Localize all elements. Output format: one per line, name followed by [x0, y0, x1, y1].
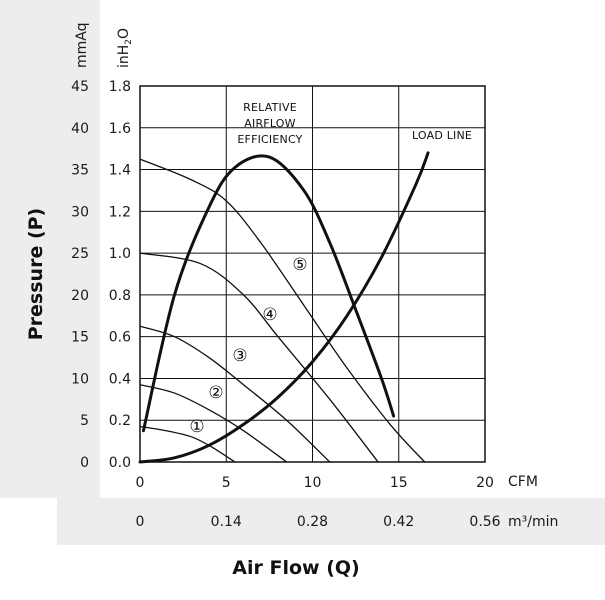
x-tick-m3-1: 0.14	[211, 514, 242, 530]
curve-label-4: ④	[262, 305, 277, 325]
unit-inh2o: inH2O	[116, 28, 134, 68]
y-axis-panel	[0, 0, 100, 498]
x-tick-m3-0: 0	[136, 514, 145, 530]
load-line-curve	[138, 151, 430, 464]
x-tick-cfm-3: 15	[390, 475, 408, 491]
y-tick-inh2o-5: 1.0	[109, 246, 131, 262]
y-tick-mmaq-1: 5	[80, 413, 89, 429]
tick-labels: 0.0 0.2 0.4 0.6 0.8 1.0 1.2 1.4 1.6 1.8 0 5 10 15 20 25…	[71, 79, 501, 530]
curve-label-3: ③	[232, 346, 247, 366]
y-tick-mmaq-8: 40	[71, 121, 89, 137]
x-tick-m3-2: 0.28	[297, 514, 328, 530]
x-tick-cfm-2: 10	[304, 475, 322, 491]
curve-label-2: ②	[208, 383, 223, 403]
y-tick-inh2o-2: 0.4	[109, 371, 131, 387]
unit-mmaq: mmAq	[74, 23, 90, 69]
curve-label-1: ①	[189, 417, 204, 437]
x-tick-cfm-0: 0	[136, 475, 145, 491]
x-tick-m3-4: 0.56	[469, 514, 500, 530]
x-axis-title: Air Flow (Q)	[232, 557, 359, 579]
unit-m3min: m³/min	[508, 514, 558, 530]
grid	[140, 86, 485, 462]
y-tick-inh2o-1: 0.2	[109, 413, 131, 429]
y-tick-mmaq-0: 0	[80, 455, 89, 471]
y-tick-inh2o-9: 1.8	[109, 79, 131, 95]
y-tick-inh2o-3: 0.6	[109, 330, 131, 346]
fan-curve-4	[139, 252, 379, 463]
fan-curve-3	[139, 325, 331, 463]
y-tick-mmaq-5: 25	[71, 246, 89, 262]
y-tick-mmaq-6: 30	[71, 204, 89, 220]
y-tick-inh2o-7: 1.4	[109, 163, 131, 179]
efficiency-label-line1: RELATIVE	[243, 101, 297, 114]
x-tick-cfm-1: 5	[222, 475, 231, 491]
y-tick-mmaq-2: 10	[71, 371, 89, 387]
y-tick-mmaq-9: 45	[71, 79, 89, 95]
efficiency-curve	[141, 154, 396, 433]
efficiency-label-line2: AIRFLOW	[244, 117, 295, 130]
y-tick-mmaq-7: 35	[71, 163, 89, 179]
y-tick-mmaq-3: 15	[71, 330, 89, 346]
y-tick-inh2o-0: 0.0	[109, 455, 131, 471]
y-axis-title: Pressure (P)	[25, 208, 47, 341]
load-line-label: LOAD LINE	[412, 129, 472, 142]
curves	[138, 151, 430, 464]
x-tick-m3-3: 0.42	[383, 514, 414, 530]
curve-label-5: ⑤	[292, 255, 307, 275]
efficiency-label-line3: EFFICIENCY	[237, 133, 302, 146]
fan-curve-5	[139, 158, 426, 463]
x-axis-secondary-panel	[57, 498, 605, 545]
y-tick-mmaq-4: 20	[71, 288, 89, 304]
y-tick-inh2o-4: 0.8	[109, 288, 131, 304]
fan-curve-1	[139, 425, 236, 463]
fan-curve-2	[139, 384, 288, 463]
y-tick-inh2o-6: 1.2	[109, 204, 131, 220]
x-tick-cfm-4: 20	[476, 475, 494, 491]
unit-cfm: CFM	[508, 474, 538, 490]
y-tick-inh2o-8: 1.6	[109, 121, 131, 137]
